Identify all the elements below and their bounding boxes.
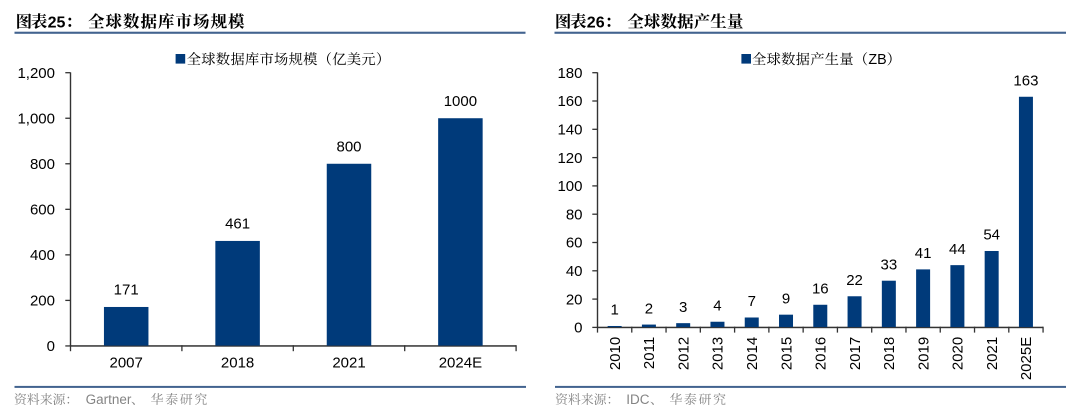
svg-text:22: 22 [846,272,863,289]
svg-text:0: 0 [47,338,55,355]
svg-text:2011: 2011 [641,337,658,369]
svg-text:2020: 2020 [950,337,967,370]
svg-text:100: 100 [557,178,582,195]
svg-text:2016: 2016 [813,337,830,370]
svg-text:2018: 2018 [221,354,254,371]
svg-text:60: 60 [566,235,583,252]
svg-text:Gartner: Gartner [86,392,132,407]
svg-text:600: 600 [30,202,55,219]
svg-text:200: 200 [30,293,55,310]
svg-text:2013: 2013 [710,337,727,370]
svg-text:2024E: 2024E [439,354,482,371]
svg-text:3: 3 [679,299,687,316]
svg-text:160: 160 [557,93,582,110]
svg-text:2021: 2021 [332,354,365,371]
svg-text:2018: 2018 [881,337,898,370]
svg-text:4: 4 [713,297,721,314]
svg-text:2017: 2017 [847,337,864,370]
svg-text:1,200: 1,200 [17,65,55,82]
svg-text:20: 20 [566,291,583,308]
svg-text:180: 180 [557,65,582,82]
svg-text:IDC: IDC [626,392,650,407]
svg-text:ZB: ZB [868,52,886,68]
svg-text:2015: 2015 [778,337,795,370]
svg-text:2019: 2019 [915,337,932,370]
svg-text:163: 163 [1013,72,1038,89]
svg-text:2014: 2014 [744,337,761,370]
svg-text:120: 120 [557,150,582,167]
svg-text:54: 54 [983,227,1000,244]
svg-text:400: 400 [30,247,55,264]
svg-text:26: 26 [587,14,605,31]
svg-text:40: 40 [566,263,583,280]
svg-text:2010: 2010 [607,337,624,370]
svg-text:140: 140 [557,122,582,139]
svg-text:80: 80 [566,206,583,223]
svg-text:1,000: 1,000 [17,110,55,127]
svg-text:9: 9 [782,290,790,307]
svg-text:1000: 1000 [444,93,477,110]
svg-text:2012: 2012 [675,337,692,370]
svg-text:0: 0 [574,320,582,337]
svg-text:16: 16 [812,280,829,297]
svg-text:2007: 2007 [110,354,143,371]
svg-text:41: 41 [915,245,932,262]
svg-text:25: 25 [48,14,66,31]
svg-text:33: 33 [880,256,897,273]
svg-text:2: 2 [645,300,653,317]
svg-text:2025E: 2025E [1018,337,1035,380]
svg-text:7: 7 [748,293,756,310]
svg-text:44: 44 [949,241,966,258]
svg-text:2021: 2021 [984,337,1001,370]
svg-text:800: 800 [336,138,361,155]
svg-text:1: 1 [610,302,618,319]
svg-text:461: 461 [225,216,250,233]
svg-text:171: 171 [114,282,139,299]
svg-text:800: 800 [30,156,55,173]
